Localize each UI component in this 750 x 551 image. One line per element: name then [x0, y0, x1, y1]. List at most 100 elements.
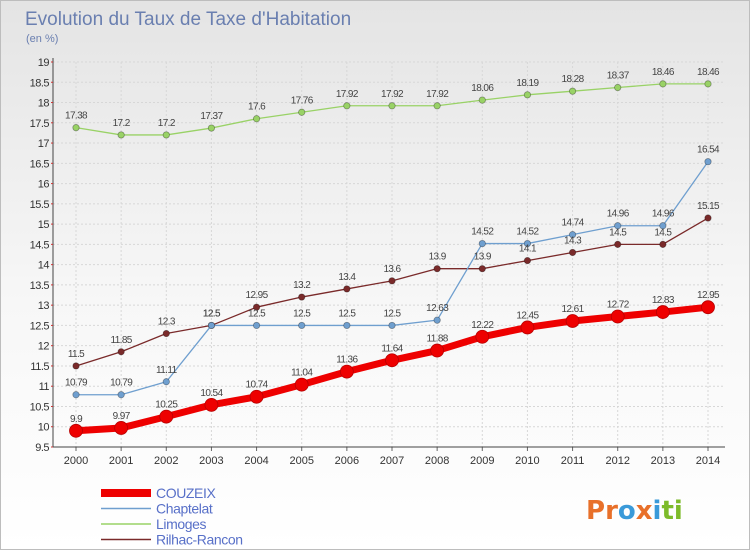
data-label: 18.46 — [697, 67, 720, 78]
legend-label: Limoges — [156, 516, 207, 532]
data-point — [298, 108, 306, 116]
data-point — [162, 329, 170, 338]
data-label: 17.76 — [291, 95, 314, 106]
data-point — [614, 240, 622, 248]
y-tick-label: 15 — [38, 219, 50, 231]
y-tick-label: 10 — [38, 422, 50, 434]
y-tick-label: 11 — [39, 381, 50, 393]
data-label: 16.54 — [697, 145, 720, 156]
y-tick-label: 18 — [38, 98, 50, 110]
y-tick-label: 18.5 — [30, 77, 50, 89]
data-label: 12.5 — [338, 308, 356, 319]
data-point — [343, 285, 351, 293]
y-tick-label: 11.5 — [30, 361, 49, 373]
x-tick-label: 2007 — [380, 455, 404, 467]
data-label: 10.25 — [155, 400, 178, 411]
data-label: 12.5 — [383, 308, 401, 319]
data-label: 9.97 — [113, 411, 131, 422]
data-label: 13.9 — [429, 252, 447, 263]
data-label: 14.3 — [564, 235, 582, 246]
brand-letter: i — [653, 496, 662, 526]
x-tick-label: 2013 — [651, 455, 675, 467]
data-point — [475, 329, 490, 344]
x-tick-label: 2014 — [696, 455, 720, 467]
legend-label: Chaptelat — [156, 501, 213, 517]
data-point — [339, 364, 354, 379]
y-tick-label: 12 — [38, 341, 50, 353]
data-point — [72, 391, 80, 399]
y-tick-label: 17.5 — [30, 118, 50, 130]
data-label: 14.5 — [654, 227, 672, 238]
data-label: 14.52 — [471, 227, 494, 238]
data-label: 12.95 — [697, 290, 720, 301]
data-label: 12.3 — [158, 317, 176, 328]
data-point — [659, 80, 667, 88]
data-label: 17.2 — [158, 118, 176, 129]
chart-subtitle: (en %) — [26, 33, 58, 45]
series-lines — [69, 80, 715, 438]
y-tick-label: 16.5 — [30, 158, 50, 170]
data-label: 18.19 — [516, 78, 539, 89]
data-label: 14.1 — [519, 244, 537, 255]
brand-text: Proxiti — [586, 496, 683, 526]
x-tick-label: 2003 — [199, 455, 223, 467]
axes: 9.5 10 10.5 11 11.5 12 12.5 13 13.5 14 14.5 15 15.5 1… — [30, 57, 725, 467]
data-point — [388, 102, 396, 110]
data-point — [478, 239, 486, 248]
data-label: 18.28 — [562, 74, 585, 85]
data-point — [388, 321, 396, 330]
data-label: 12.83 — [652, 295, 675, 306]
data-point — [523, 91, 532, 99]
x-tick-label: 2002 — [154, 455, 178, 467]
legend-label: COUZEIX — [156, 485, 216, 501]
data-point — [701, 300, 715, 315]
data-point — [298, 293, 306, 301]
y-tick-label: 10.5 — [30, 401, 50, 413]
brand-letter: x — [636, 496, 653, 526]
data-label: 18.46 — [652, 67, 675, 78]
data-label: 10.74 — [246, 380, 269, 391]
data-point — [478, 265, 486, 273]
series-chaptelat — [72, 158, 712, 399]
data-label: 17.92 — [426, 89, 449, 100]
data-point — [343, 321, 351, 330]
data-label: 12.22 — [471, 320, 494, 331]
y-tick-label: 17 — [38, 138, 50, 150]
data-point — [252, 321, 261, 330]
data-label: 12.45 — [516, 310, 539, 321]
data-point — [614, 222, 622, 230]
data-point — [159, 409, 174, 424]
data-label: 11.11 — [156, 365, 178, 376]
data-label: 17.38 — [65, 111, 88, 122]
data-label: 11.5 — [68, 349, 85, 360]
data-point — [523, 239, 532, 248]
data-point — [568, 87, 577, 95]
y-tick-label: 13.5 — [30, 280, 50, 292]
data-label: 12.5 — [293, 308, 311, 319]
data-point — [249, 389, 264, 404]
data-label: 11.04 — [291, 368, 313, 379]
data-point — [430, 343, 445, 358]
data-label: 14.52 — [516, 227, 539, 238]
brand-letter: r — [605, 496, 618, 526]
data-point — [568, 231, 577, 239]
data-label: 9.9 — [70, 414, 83, 425]
data-label: 13.2 — [293, 280, 311, 291]
data-point — [659, 240, 667, 248]
data-point — [523, 256, 532, 265]
data-point — [298, 321, 306, 330]
x-tick-label: 2005 — [289, 455, 313, 467]
x-tick-label: 2004 — [244, 455, 268, 467]
data-point — [294, 377, 309, 392]
x-tick-label: 2001 — [109, 455, 133, 467]
y-tick-label: 14 — [38, 260, 50, 272]
data-label: 14.96 — [607, 209, 630, 220]
data-label: 13.9 — [474, 252, 492, 263]
brand-letter: P — [586, 496, 605, 526]
y-tick-label: 15.5 — [30, 199, 50, 211]
data-point — [204, 397, 219, 412]
x-tick-label: 2012 — [605, 455, 629, 467]
data-label: 13.6 — [383, 264, 401, 275]
data-label: 11.85 — [110, 335, 132, 346]
